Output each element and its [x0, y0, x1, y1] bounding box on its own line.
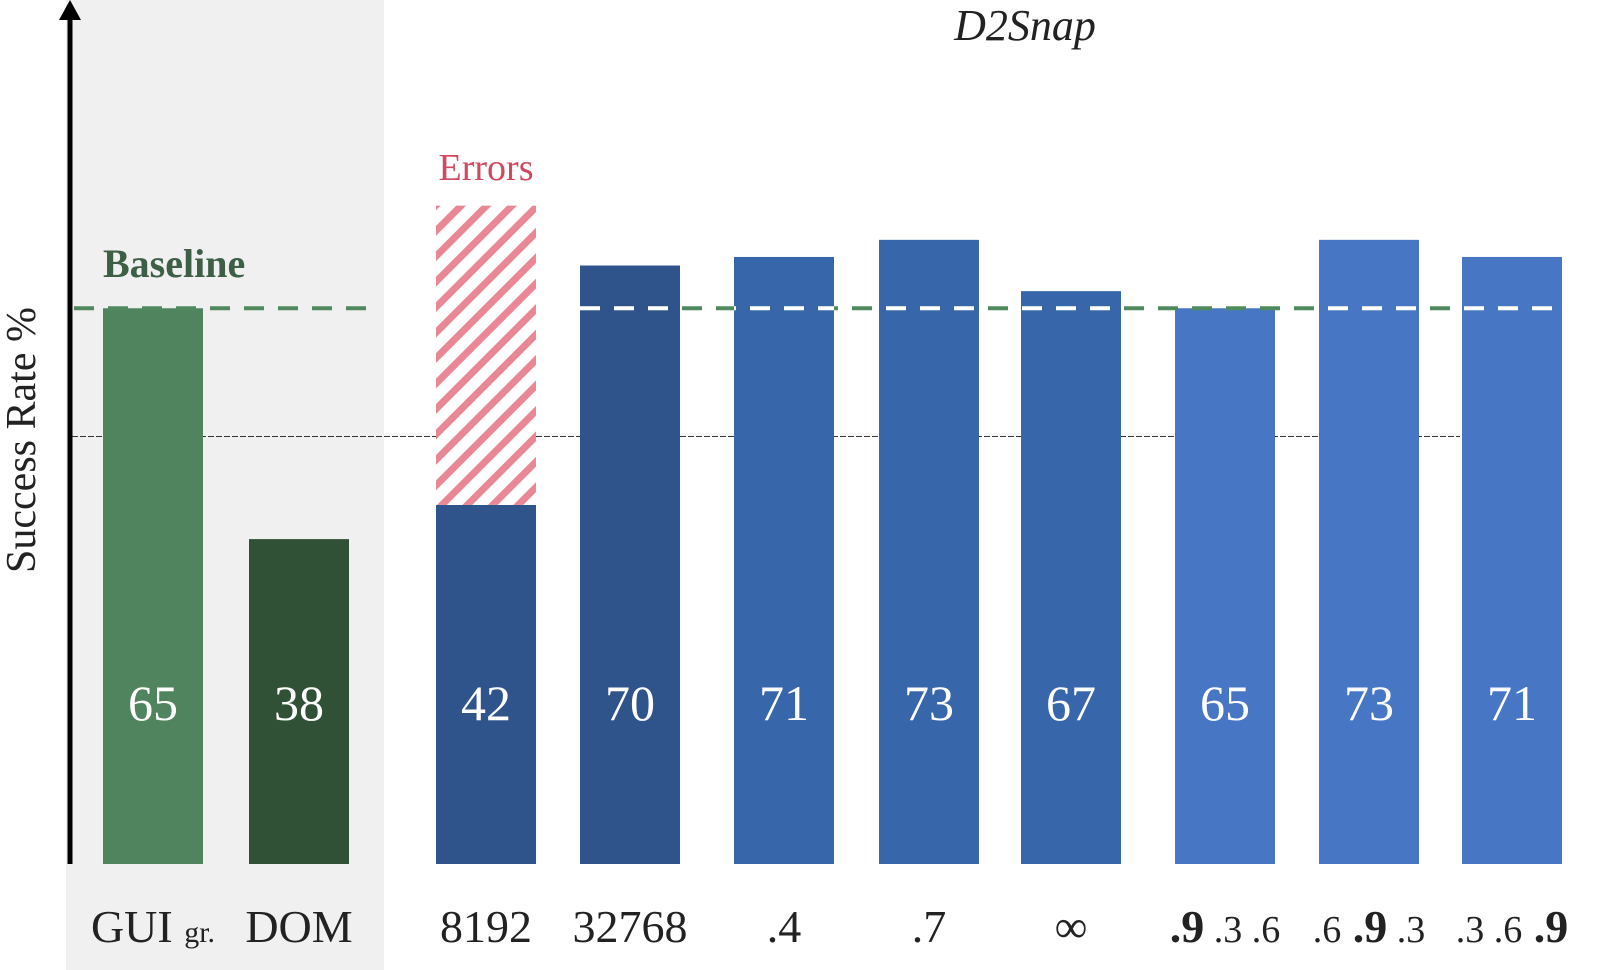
data-label: 71: [1487, 675, 1537, 731]
errors-bar: [436, 205, 536, 505]
bar: [103, 308, 203, 864]
value-labels: 65 38 42 70 71 73 67 65 73 71: [128, 675, 1537, 731]
bar: [436, 504, 536, 864]
chart-title: D2Snap: [953, 1, 1096, 50]
category-label: .7: [912, 901, 947, 952]
bar-series: [72, 205, 1562, 865]
data-label: 73: [904, 675, 954, 731]
data-label: 65: [1200, 675, 1250, 731]
bar: [1021, 291, 1121, 864]
bar: [580, 265, 680, 864]
bar: [1462, 256, 1562, 864]
y-axis-arrow: [59, 0, 81, 20]
data-label: 70: [605, 675, 655, 731]
category-label: ∞: [1055, 901, 1088, 952]
category-label: .6 .9 .3: [1313, 901, 1426, 952]
category-label: GUI gr.: [91, 901, 215, 952]
category-labels: GUI gr. DOM 8192 32768 .4 .7 ∞ .9 .3 .6 .6 .9 .3…: [91, 901, 1568, 952]
category-label: .9 .3 .6: [1170, 901, 1281, 952]
bar: [249, 539, 349, 864]
category-label: 8192: [440, 901, 532, 952]
data-label: 73: [1344, 675, 1394, 731]
bar: [1319, 239, 1419, 865]
bar: [1175, 308, 1275, 864]
data-label: 67: [1046, 675, 1096, 731]
category-label: DOM: [245, 901, 352, 952]
baseline-label: Baseline: [103, 241, 245, 286]
bar: [879, 239, 979, 865]
data-label: 65: [128, 675, 178, 731]
bar: [734, 256, 834, 864]
errors-label: Errors: [439, 147, 534, 189]
data-label: 71: [759, 675, 809, 731]
category-label: 32768: [573, 901, 688, 952]
data-label: 42: [461, 675, 511, 731]
category-label: .3 .6 .9: [1456, 901, 1569, 952]
category-label: .4: [767, 901, 802, 952]
y-axis-label: Success Rate %: [0, 307, 45, 573]
data-label: 38: [274, 675, 324, 731]
